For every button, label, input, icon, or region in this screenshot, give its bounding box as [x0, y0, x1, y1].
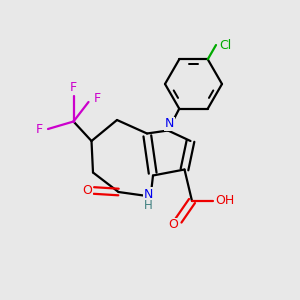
Text: N: N [165, 117, 174, 130]
Text: O: O [82, 184, 92, 197]
Text: Cl: Cl [220, 38, 232, 52]
Text: N: N [143, 188, 153, 201]
Text: OH: OH [215, 194, 234, 208]
Text: F: F [94, 92, 101, 106]
Text: H: H [144, 199, 153, 212]
Text: O: O [168, 218, 178, 232]
Text: F: F [70, 81, 77, 94]
Text: F: F [36, 122, 43, 136]
